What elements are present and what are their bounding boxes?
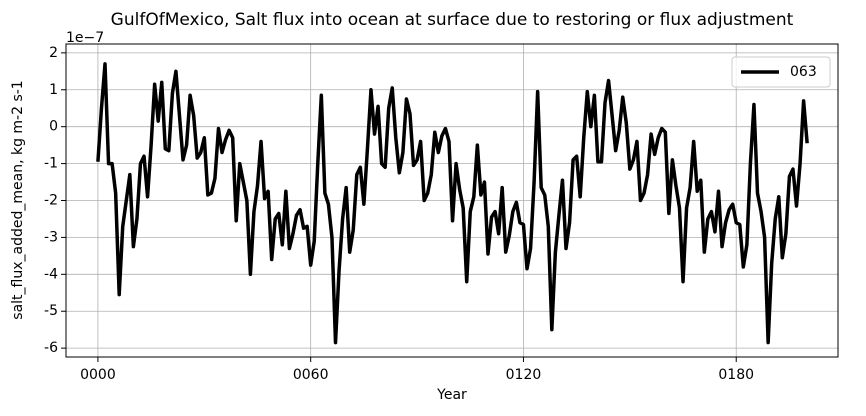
y-tick-label: 0 (49, 119, 58, 135)
x-tick-label: 0120 (506, 367, 542, 383)
y-tick-label: 2 (49, 45, 58, 61)
y-offset-label: 1e−7 (66, 30, 104, 46)
x-tick-label: 0000 (80, 367, 116, 383)
y-axis-label: salt_flux_added_mean, kg m-2 s-1 (10, 80, 26, 319)
y-tick-label: -1 (44, 156, 58, 172)
x-tick-label: 0180 (718, 367, 754, 383)
x-axis-label: Year (436, 387, 467, 403)
y-tick-label: 1 (49, 82, 58, 98)
legend-box (731, 56, 831, 88)
plot-frame (65, 43, 839, 358)
y-tick-label: -2 (44, 193, 58, 209)
legend-label: 063 (790, 64, 817, 80)
y-tick-label: -6 (44, 340, 58, 356)
y-tick-label: -3 (44, 229, 58, 245)
data-line (96, 62, 809, 345)
y-tick-label: -5 (44, 303, 58, 319)
chart-title: GulfOfMexico, Salt flux into ocean at su… (111, 10, 794, 30)
x-tick-label: 0060 (293, 367, 329, 383)
y-tick-label: -4 (44, 266, 58, 282)
